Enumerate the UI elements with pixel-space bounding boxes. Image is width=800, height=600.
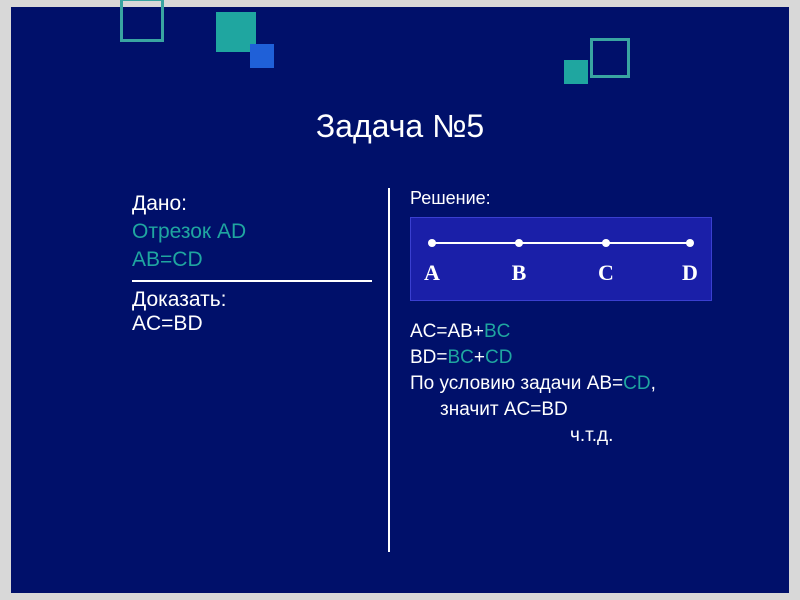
given-line-1: Отрезок AD	[132, 220, 372, 244]
solution-heading: Решение:	[410, 188, 728, 209]
prove-heading: Доказать:	[132, 288, 372, 312]
solution-line: AC=AB+BC	[410, 321, 728, 343]
solution-text: По условию задачи AB=	[410, 373, 623, 394]
solution-line: ч.т.д.	[410, 425, 728, 447]
prove-line: AC=BD	[132, 312, 372, 336]
segment-point	[686, 239, 694, 247]
segment-point-label: B	[512, 260, 527, 286]
given-heading: Дано:	[132, 192, 372, 216]
given-column: Дано: Отрезок AD AB=CD Доказать: AC=BD	[132, 188, 388, 552]
solution-text: CD	[623, 373, 650, 394]
solution-column: Решение: ABCD AC=AB+BCBD=BC+CDПо условию…	[388, 188, 728, 552]
solution-text: BC	[448, 347, 474, 368]
decor-square	[250, 44, 274, 68]
solution-text: BD=	[410, 347, 448, 368]
solution-line: По условию задачи AB=CD,	[410, 373, 728, 395]
solution-text: ,	[651, 373, 656, 394]
given-line-2: AB=CD	[132, 248, 372, 272]
given-separator	[132, 280, 372, 282]
segment-point-label: A	[424, 260, 440, 286]
segment-point	[602, 239, 610, 247]
decor-square	[590, 38, 630, 78]
solution-line: BD=BC+CD	[410, 347, 728, 369]
segment-point	[428, 239, 436, 247]
slide: Задача №5 Дано: Отрезок AD AB=CD Доказат…	[12, 8, 788, 592]
content-area: Дано: Отрезок AD AB=CD Доказать: AC=BD Р…	[132, 188, 728, 552]
solution-line: значит AC=BD	[410, 399, 728, 421]
segment-line	[433, 242, 689, 244]
segment-diagram: A B C D	[410, 217, 712, 301]
solution-text: +	[474, 347, 485, 368]
solution-text: значит AC=BD	[440, 399, 568, 420]
segment-point-label: D	[682, 260, 698, 286]
solution-text: CD	[485, 347, 512, 368]
page-title: Задача №5	[12, 108, 788, 145]
solution-lines: AC=AB+BCBD=BC+CDПо условию задачи AB=CD,…	[410, 321, 728, 447]
solution-text: BC	[484, 321, 510, 342]
solution-text: AC=AB+	[410, 321, 484, 342]
decor-square	[120, 0, 164, 42]
decor-square	[564, 60, 588, 84]
solution-text: ч.т.д.	[570, 425, 613, 446]
given-block: Дано: Отрезок AD AB=CD Доказать: AC=BD	[132, 192, 372, 336]
segment-point	[515, 239, 523, 247]
segment-point-label: C	[598, 260, 614, 286]
